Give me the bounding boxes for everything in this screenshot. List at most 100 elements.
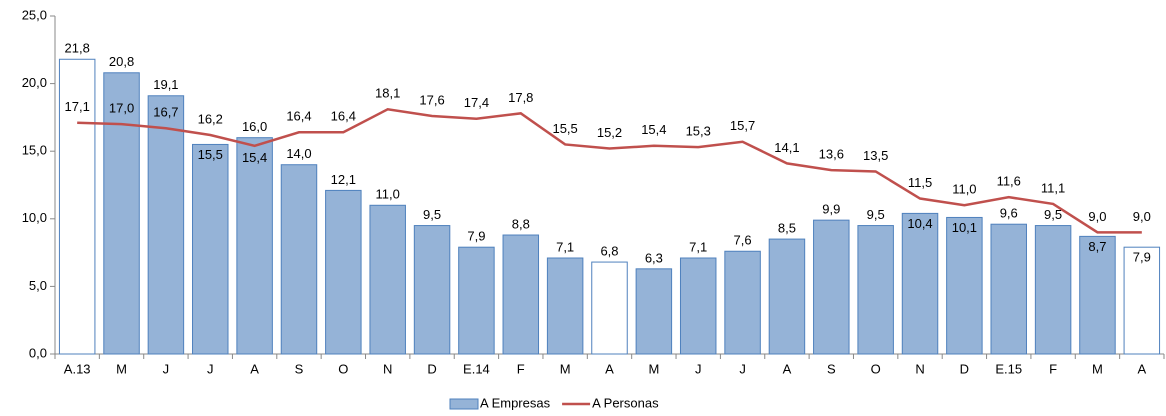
bar-value-label: 14,0 bbox=[286, 146, 311, 161]
bar bbox=[679, 257, 717, 355]
line-value-label: 16,2 bbox=[198, 111, 223, 126]
bar bbox=[280, 164, 318, 355]
bar-value-label: 9,5 bbox=[867, 207, 885, 222]
y-tick-label: 0,0 bbox=[29, 345, 47, 360]
y-tick-label: 5,0 bbox=[29, 278, 47, 293]
bar bbox=[1123, 246, 1161, 355]
bar bbox=[458, 246, 495, 355]
bar-value-label: 11,0 bbox=[376, 187, 400, 202]
line-value-label: 18,1 bbox=[375, 86, 400, 101]
bar-value-label: 10,4 bbox=[907, 216, 932, 231]
legend-label: A Personas bbox=[592, 395, 659, 410]
bar bbox=[325, 189, 362, 355]
y-tick-label: 15,0 bbox=[22, 143, 47, 158]
x-tick-label: E.15 bbox=[995, 361, 1022, 376]
bar bbox=[1079, 235, 1116, 355]
x-tick-label: S bbox=[827, 361, 836, 376]
x-tick-label: D bbox=[960, 361, 969, 376]
x-tick-label: D bbox=[427, 361, 436, 376]
bar-value-label: 8,7 bbox=[1088, 239, 1106, 254]
bar bbox=[1034, 225, 1072, 355]
x-tick-label: J bbox=[207, 361, 214, 376]
x-tick-label: M bbox=[560, 361, 571, 376]
line-value-label: 16,7 bbox=[153, 105, 178, 120]
x-tick-label: A bbox=[605, 361, 614, 376]
line-value-label: 17,1 bbox=[65, 99, 90, 114]
bar bbox=[502, 234, 540, 355]
bar-value-label: 7,9 bbox=[1133, 250, 1151, 265]
x-tick-label: A.13 bbox=[64, 361, 91, 376]
line-value-label: 15,7 bbox=[730, 118, 755, 133]
x-tick-label: N bbox=[383, 361, 392, 376]
line-value-label: 9,0 bbox=[1088, 209, 1106, 224]
y-tick-label: 10,0 bbox=[22, 210, 47, 225]
legend-label: A Empresas bbox=[480, 395, 551, 410]
x-tick-label: J bbox=[739, 361, 746, 376]
bar bbox=[635, 268, 673, 355]
line-value-label: 17,6 bbox=[419, 92, 444, 107]
line-value-label: 9,0 bbox=[1133, 209, 1151, 224]
x-tick-label: A bbox=[1137, 361, 1146, 376]
bar-value-label: 9,6 bbox=[1000, 206, 1018, 221]
x-tick-label: J bbox=[163, 361, 170, 376]
line-value-label: 15,2 bbox=[597, 125, 622, 140]
bar-value-label: 8,5 bbox=[778, 221, 796, 236]
y-tick-label: 20,0 bbox=[22, 75, 47, 90]
bar bbox=[990, 223, 1027, 355]
bar bbox=[813, 219, 850, 355]
bar-value-label: 9,5 bbox=[423, 207, 441, 222]
line-value-label: 17,0 bbox=[109, 101, 134, 116]
x-tick-label: M bbox=[116, 361, 127, 376]
bar-value-label: 20,8 bbox=[109, 54, 134, 69]
x-tick-label: O bbox=[871, 361, 881, 376]
bar-value-label: 7,1 bbox=[689, 239, 707, 254]
bar-value-label: 7,9 bbox=[467, 229, 485, 244]
line-value-label: 15,3 bbox=[686, 124, 711, 139]
bar-value-label: 9,5 bbox=[1044, 207, 1062, 222]
x-tick-label: N bbox=[915, 361, 924, 376]
bar-value-label: 7,6 bbox=[734, 233, 752, 248]
x-tick-label: O bbox=[338, 361, 348, 376]
line-value-label: 15,4 bbox=[641, 122, 666, 137]
x-tick-label: A bbox=[250, 361, 259, 376]
line-value-label: 11,0 bbox=[952, 182, 976, 197]
line-value-label: 17,8 bbox=[508, 90, 533, 105]
bar bbox=[103, 72, 140, 355]
x-tick-label: E.14 bbox=[463, 361, 490, 376]
x-tick-label: M bbox=[1092, 361, 1103, 376]
line-value-label: 11,1 bbox=[1041, 180, 1065, 195]
bar bbox=[546, 257, 584, 355]
bar bbox=[724, 250, 761, 355]
x-tick-label: A bbox=[783, 361, 792, 376]
bar bbox=[369, 204, 406, 355]
bar bbox=[768, 238, 806, 355]
bar-value-label: 6,3 bbox=[645, 250, 663, 265]
line bbox=[77, 107, 1142, 234]
line-value-label: 14,1 bbox=[774, 140, 799, 155]
bar-value-label: 15,5 bbox=[198, 147, 223, 162]
bar-value-label: 21,8 bbox=[65, 41, 90, 56]
x-tick-label: F bbox=[517, 361, 525, 376]
x-tick-label: J bbox=[695, 361, 702, 376]
line-value-label: 15,5 bbox=[552, 121, 577, 136]
bar-value-label: 19,1 bbox=[153, 77, 178, 92]
bar-value-label: 10,1 bbox=[952, 220, 977, 235]
bar bbox=[236, 137, 273, 355]
line-value-label: 13,5 bbox=[863, 148, 888, 163]
line-value-label: 17,4 bbox=[464, 95, 489, 110]
bar bbox=[147, 95, 185, 355]
bar-value-label: 8,8 bbox=[512, 216, 530, 231]
bar bbox=[857, 225, 894, 355]
bar bbox=[591, 261, 628, 355]
bar-value-label: 16,0 bbox=[242, 119, 267, 134]
line-value-label: 16,4 bbox=[286, 109, 311, 124]
bar bbox=[413, 225, 451, 355]
bar bbox=[946, 216, 983, 355]
bar-value-label: 12,1 bbox=[331, 172, 356, 187]
bar bbox=[58, 58, 96, 355]
bar bbox=[192, 143, 229, 355]
x-tick-label: S bbox=[295, 361, 304, 376]
x-tick-label: F bbox=[1049, 361, 1057, 376]
